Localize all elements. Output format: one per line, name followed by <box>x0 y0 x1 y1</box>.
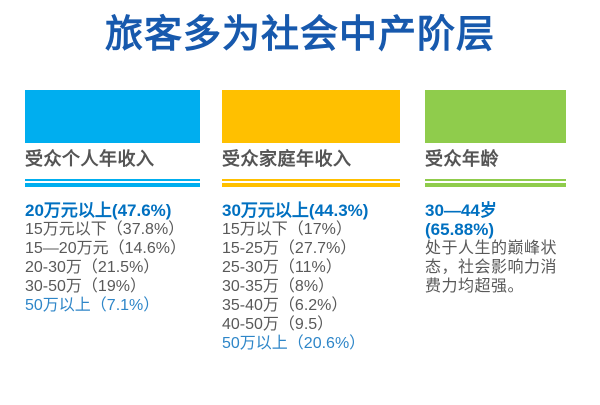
divider <box>25 179 200 187</box>
divider-thin-line <box>25 179 200 181</box>
stat-line: 20-30万（21.5%） <box>25 259 160 276</box>
yellow-color-block <box>222 90 400 143</box>
stat-line: 40-50万（9.5） <box>222 316 334 333</box>
column-audience-age: 受众年龄 30—44岁 (65.88%) 处于人生的巅峰状态，社会影响力消费力均… <box>425 90 566 296</box>
stat-line: 35-40万（6.2%） <box>222 297 348 314</box>
divider <box>425 179 566 187</box>
divider-thick-line <box>425 183 566 187</box>
column-family-income: 受众家庭年收入 30万元以上(44.3%) 15万以下（17%） 15-25万（… <box>222 90 400 353</box>
stat-line-bottom: 50万以上（20.6%） <box>222 335 366 352</box>
column-header: 受众年龄 <box>425 149 499 169</box>
stat-line: 30-50万（19%） <box>25 278 146 295</box>
stat-line: 15-25万（27.7%） <box>222 240 357 257</box>
age-range: 30—44岁 <box>425 201 497 220</box>
divider-thin-line <box>425 179 566 181</box>
column-personal-income: 受众个人年收入 20万元以上(47.6%) 15万元以下（37.8%） 15—2… <box>25 90 200 315</box>
stat-line: 15万元以下（37.8%） <box>25 221 185 238</box>
stat-line-top: 30万元以上(44.3%) <box>222 201 369 220</box>
column-header: 受众个人年收入 <box>25 149 155 169</box>
divider <box>222 179 400 187</box>
green-color-block <box>425 90 566 143</box>
stat-list: 20万元以上(47.6%) 15万元以下（37.8%） 15—20万元（14.6… <box>25 201 200 315</box>
stat-line-top: 20万元以上(47.6%) <box>25 201 172 220</box>
stat-list: 30—44岁 (65.88%) 处于人生的巅峰状态，社会影响力消费力均超强。 <box>425 201 566 296</box>
stat-line: 15万以下（17%） <box>222 221 352 238</box>
age-percentage: (65.88%) <box>425 220 494 239</box>
stat-line-bottom: 50万以上（7.1%） <box>25 297 160 314</box>
column-header: 受众家庭年收入 <box>222 149 352 169</box>
cyan-color-block <box>25 90 200 143</box>
stat-line: 25-30万（11%） <box>222 259 342 276</box>
stat-line: 30-35万（8%） <box>222 278 335 295</box>
age-description: 处于人生的巅峰状态，社会影响力消费力均超强。 <box>425 240 558 295</box>
divider-thick-line <box>222 183 400 187</box>
page-title: 旅客多为社会中产阶层 <box>104 14 495 56</box>
divider-thin-line <box>222 179 400 181</box>
divider-thick-line <box>25 183 200 187</box>
stat-line: 15—20万元（14.6%） <box>25 240 186 257</box>
stat-list: 30万元以上(44.3%) 15万以下（17%） 15-25万（27.7%） 2… <box>222 201 400 353</box>
